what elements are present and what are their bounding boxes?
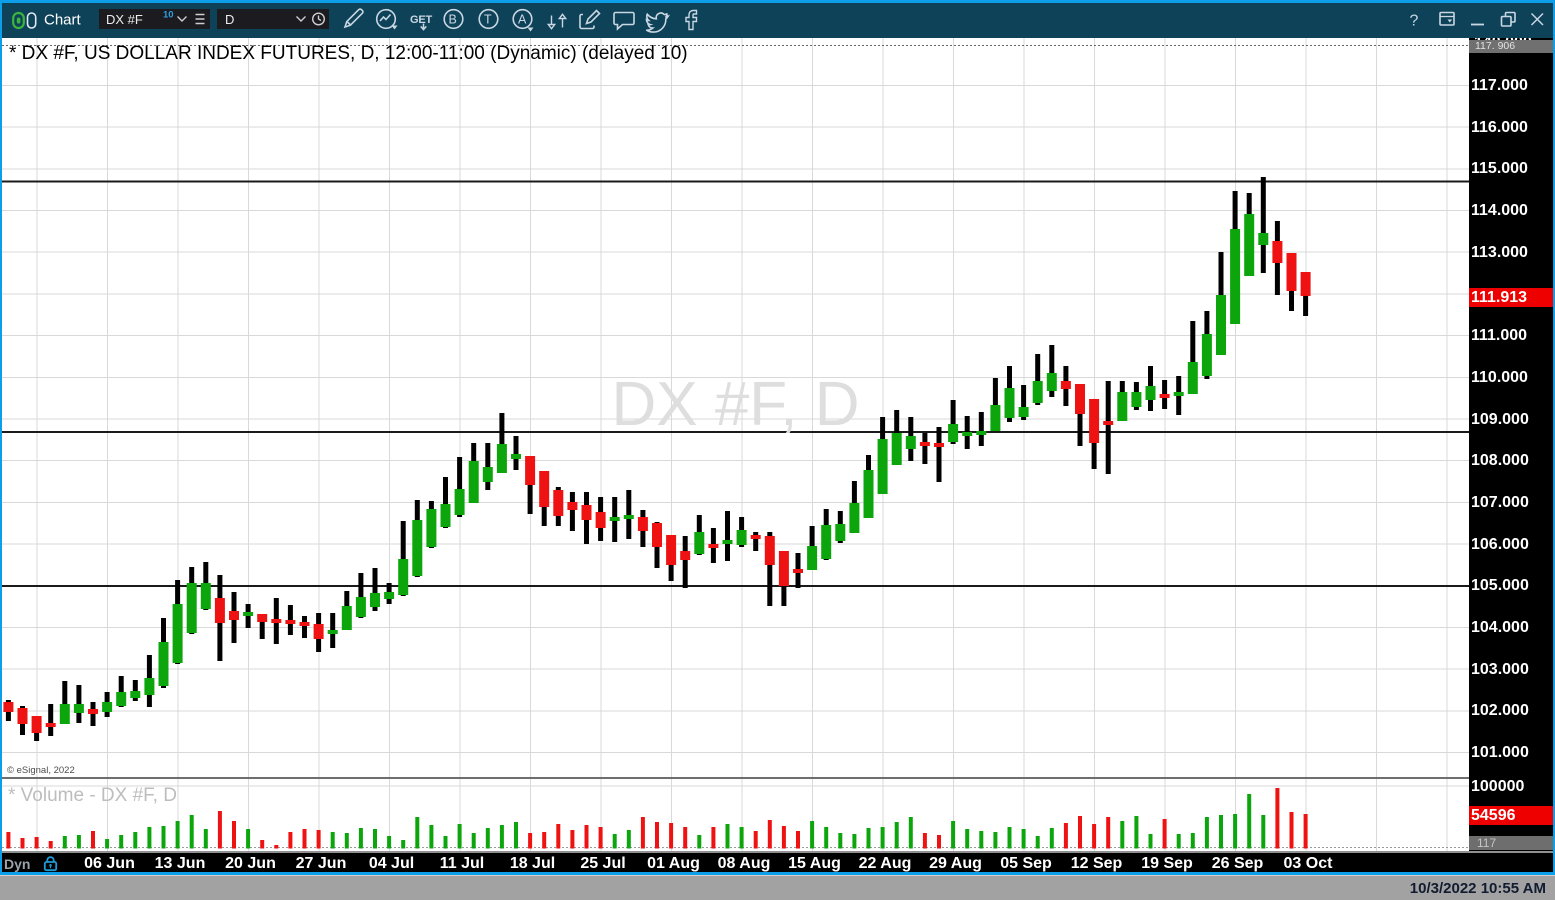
svg-text:D: D xyxy=(225,12,234,27)
svg-text:T: T xyxy=(484,13,492,27)
svg-text:A: A xyxy=(518,13,527,27)
svg-text:Chart: Chart xyxy=(44,12,82,29)
svg-text:B: B xyxy=(449,13,457,27)
svg-text:GET: GET xyxy=(410,14,432,26)
svg-text:?: ? xyxy=(1410,13,1419,30)
svg-text:DX #F: DX #F xyxy=(106,12,143,27)
svg-text:10: 10 xyxy=(163,10,174,21)
